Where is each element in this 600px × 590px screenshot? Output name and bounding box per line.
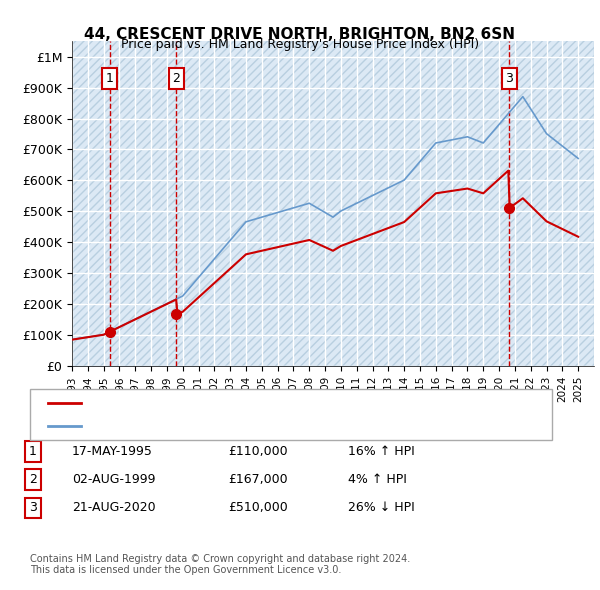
Text: 26% ↓ HPI: 26% ↓ HPI — [348, 502, 415, 514]
Text: 44, CRESCENT DRIVE NORTH, BRIGHTON, BN2 6SN (detached house): 44, CRESCENT DRIVE NORTH, BRIGHTON, BN2 … — [87, 398, 473, 408]
Text: 44, CRESCENT DRIVE NORTH, BRIGHTON, BN2 6SN: 44, CRESCENT DRIVE NORTH, BRIGHTON, BN2 … — [85, 27, 515, 41]
Text: 3: 3 — [505, 72, 513, 85]
Text: 16% ↑ HPI: 16% ↑ HPI — [348, 445, 415, 458]
Text: £167,000: £167,000 — [228, 473, 287, 486]
Text: £110,000: £110,000 — [228, 445, 287, 458]
Text: 3: 3 — [29, 502, 37, 514]
Text: 02-AUG-1999: 02-AUG-1999 — [72, 473, 155, 486]
Text: 2: 2 — [172, 72, 180, 85]
Text: 2: 2 — [29, 473, 37, 486]
Text: Contains HM Land Registry data © Crown copyright and database right 2024.
This d: Contains HM Land Registry data © Crown c… — [30, 553, 410, 575]
Text: 1: 1 — [106, 72, 113, 85]
Text: 4% ↑ HPI: 4% ↑ HPI — [348, 473, 407, 486]
Text: 17-MAY-1995: 17-MAY-1995 — [72, 445, 153, 458]
Text: HPI: Average price, detached house, Brighton and Hove: HPI: Average price, detached house, Brig… — [87, 421, 398, 431]
Text: £510,000: £510,000 — [228, 502, 288, 514]
Text: 21-AUG-2020: 21-AUG-2020 — [72, 502, 155, 514]
Text: Price paid vs. HM Land Registry's House Price Index (HPI): Price paid vs. HM Land Registry's House … — [121, 38, 479, 51]
Text: 1: 1 — [29, 445, 37, 458]
